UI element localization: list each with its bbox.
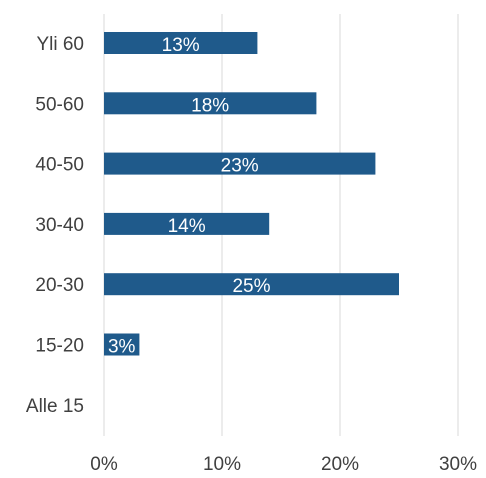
data-label: 18% [191,95,229,116]
x-axis-tick-labels: 0% 10% 20% 30% [90,454,477,475]
category-label: 20-30 [35,275,84,296]
x-tick-label: 10% [203,454,241,475]
bar [104,212,270,235]
data-label: 3% [108,337,136,358]
bar [104,333,140,356]
category-label: Yli 60 [36,34,84,55]
bars: 13% 18% 23% 14% 25% 3% [104,32,399,358]
bar [104,92,317,115]
data-label: 13% [162,35,200,56]
x-tick-label: 30% [439,454,477,475]
bar [104,152,376,175]
category-label: 40-50 [35,155,84,176]
category-labels: Yli 60 50-60 40-50 30-40 20-30 15-20 Alle 15 [26,34,84,417]
data-label: 25% [232,276,270,297]
category-label: 30-40 [35,215,84,236]
category-label: Alle 15 [26,396,84,417]
category-label: 15-20 [35,336,84,357]
data-label: 23% [221,156,259,177]
category-label: 50-60 [35,94,84,115]
x-tick-label: 20% [321,454,359,475]
bar [104,32,258,54]
x-tick-label: 0% [90,454,118,475]
data-label: 14% [168,216,206,237]
bar [104,273,399,296]
